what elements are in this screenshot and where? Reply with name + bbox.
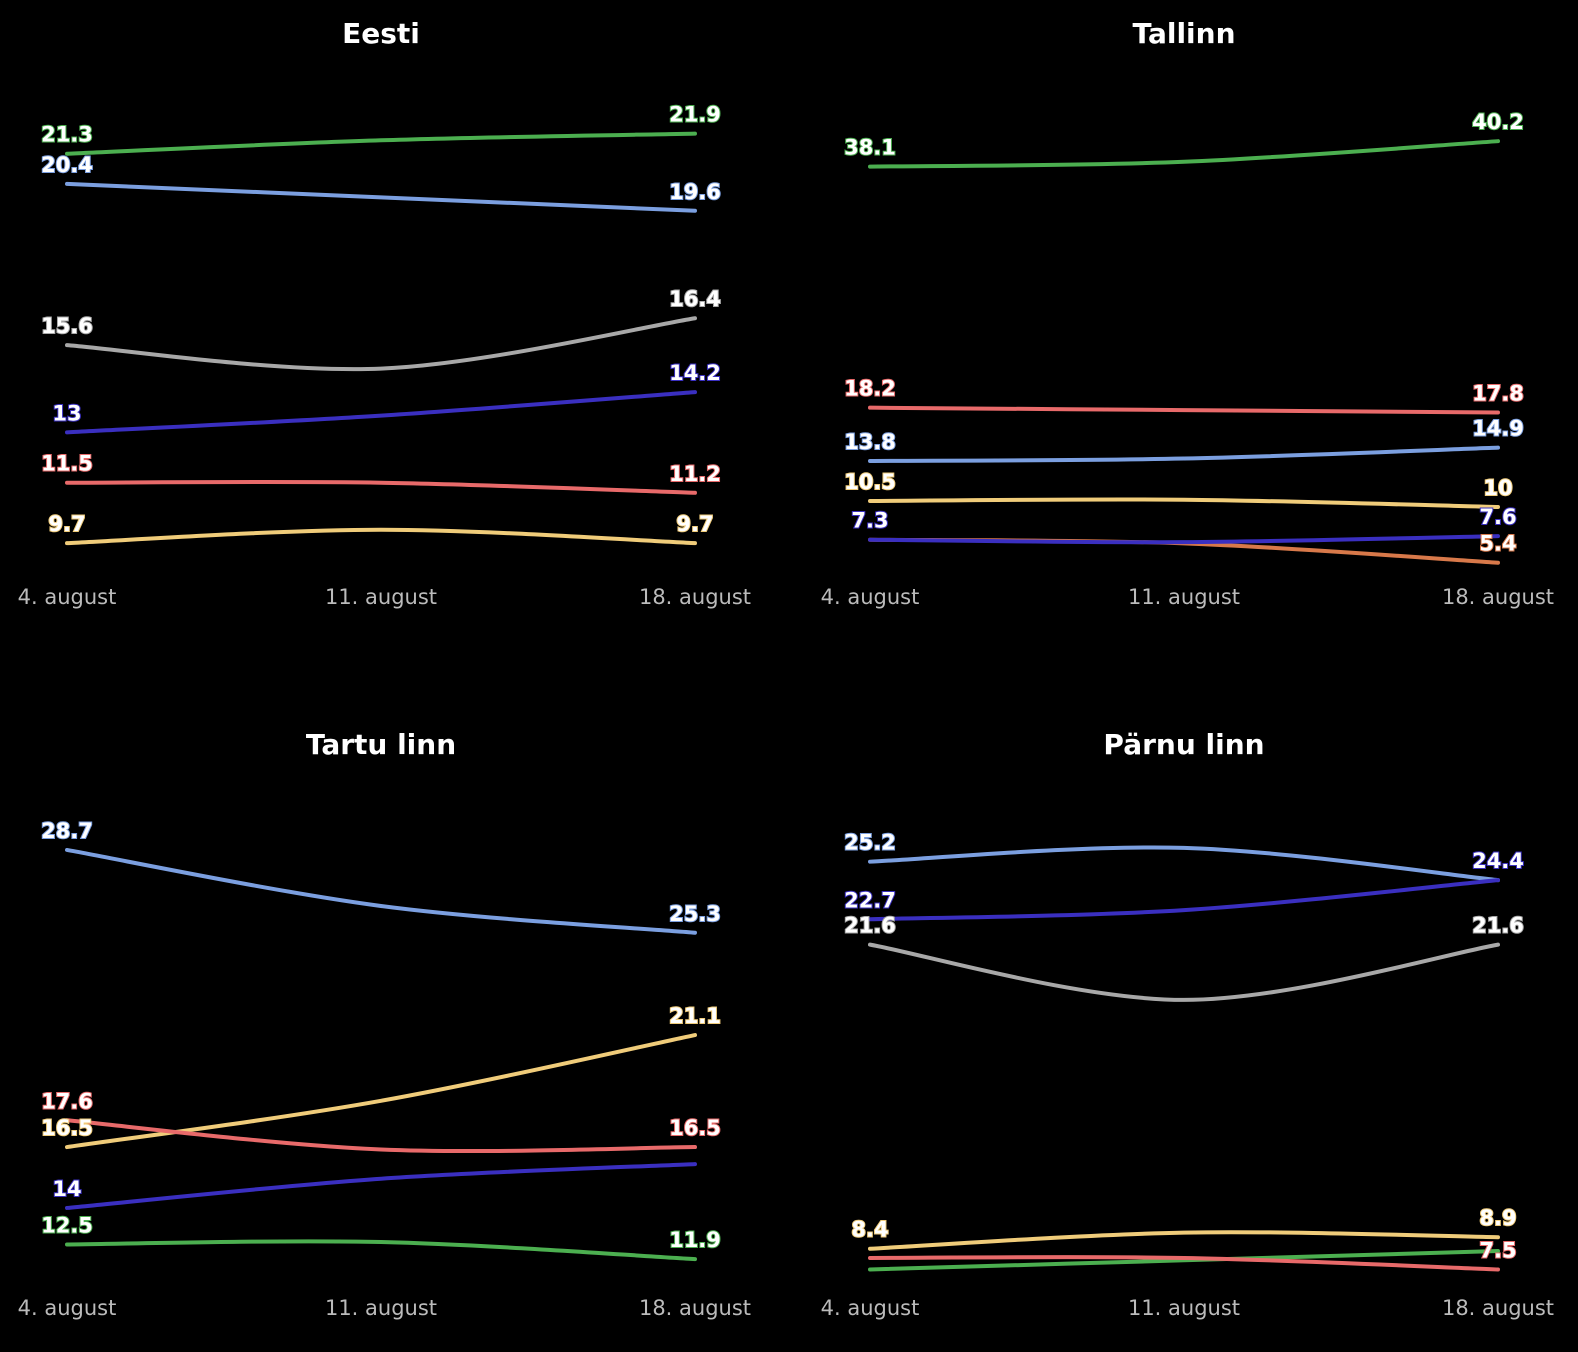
series-line — [65, 1239, 697, 1262]
value-label: 21.6 — [844, 914, 896, 938]
value-label: 24.4 — [1472, 849, 1524, 873]
series-line — [868, 942, 1500, 1002]
value-label: 13 — [52, 401, 81, 425]
value-label: 25.3 — [669, 902, 721, 926]
series-line — [65, 316, 697, 372]
value-label: 9.7 — [676, 512, 713, 536]
series-line — [868, 878, 1500, 922]
value-label: 11.5 — [41, 452, 93, 476]
value-label: 15.6 — [41, 314, 93, 338]
value-label: 14.2 — [669, 361, 721, 385]
series-line — [868, 1249, 1500, 1272]
value-label: 10 — [1483, 476, 1512, 500]
value-label: 11.9 — [669, 1228, 721, 1252]
value-label: 18.2 — [844, 377, 896, 401]
series-line — [868, 405, 1500, 415]
value-label: 16.5 — [669, 1116, 721, 1140]
value-label: 20.4 — [41, 153, 93, 177]
series-line — [868, 845, 1500, 883]
series-line — [65, 527, 697, 546]
value-label: 21.6 — [1472, 914, 1524, 938]
x-tick-label: 11. august — [325, 1296, 437, 1320]
value-label: 14 — [52, 1177, 81, 1201]
value-label: 22.7 — [844, 888, 896, 912]
value-label: 40.2 — [1472, 110, 1524, 134]
value-label: 7.6 — [1479, 505, 1516, 529]
value-label: 28.7 — [41, 819, 93, 843]
value-label: 9.7 — [48, 512, 85, 536]
value-label: 21.9 — [669, 103, 721, 127]
series-line — [65, 1033, 697, 1150]
series-line — [868, 445, 1500, 463]
value-label: 25.2 — [844, 831, 896, 855]
value-label: 16.4 — [669, 287, 721, 311]
chart-title: Tartu linn — [306, 728, 456, 761]
value-label: 7.3 — [851, 509, 888, 533]
value-label: 38.1 — [844, 136, 896, 160]
x-tick-label: 11. august — [1128, 585, 1240, 609]
series-line — [65, 479, 697, 495]
value-label: 11.2 — [669, 462, 721, 486]
value-label: 5.4 — [1479, 532, 1516, 556]
series-line — [65, 1118, 697, 1154]
series-line — [868, 1255, 1500, 1272]
value-label: 17.8 — [1472, 382, 1524, 406]
value-label: 21.3 — [41, 123, 93, 147]
value-label: 16.5 — [41, 1116, 93, 1140]
value-label: 7.5 — [1479, 1238, 1516, 1262]
x-tick-label: 18. august — [1442, 1296, 1554, 1320]
value-label: 8.4 — [851, 1218, 888, 1242]
series-line — [65, 847, 697, 935]
series-line — [868, 534, 1500, 545]
x-tick-label: 18. august — [639, 585, 751, 609]
chart-title: Eesti — [342, 17, 420, 50]
value-label: 17.6 — [41, 1089, 93, 1113]
x-tick-label: 4. august — [821, 1296, 920, 1320]
x-tick-label: 4. august — [18, 585, 117, 609]
x-tick-label: 4. august — [821, 585, 920, 609]
value-label: 12.5 — [41, 1213, 93, 1237]
series-line — [868, 139, 1500, 169]
x-tick-label: 11. august — [325, 585, 437, 609]
value-label: 10.5 — [844, 470, 896, 494]
value-label: 21.1 — [669, 1004, 721, 1028]
series-line — [868, 497, 1500, 510]
series-line — [868, 1230, 1500, 1251]
value-label: 19.6 — [669, 180, 721, 204]
chart-title: Tallinn — [1132, 17, 1235, 50]
x-tick-label: 18. august — [639, 1296, 751, 1320]
value-label: 14.9 — [1472, 417, 1524, 441]
series-line — [65, 1162, 697, 1210]
series-line — [65, 131, 697, 156]
value-label: 8.9 — [1479, 1206, 1516, 1230]
series-line — [65, 390, 697, 435]
chart-title: Pärnu linn — [1103, 728, 1264, 761]
x-tick-label: 11. august — [1128, 1296, 1240, 1320]
value-label: 13.8 — [844, 430, 896, 454]
series-line — [65, 181, 697, 213]
x-tick-label: 4. august — [18, 1296, 117, 1320]
x-tick-label: 18. august — [1442, 585, 1554, 609]
